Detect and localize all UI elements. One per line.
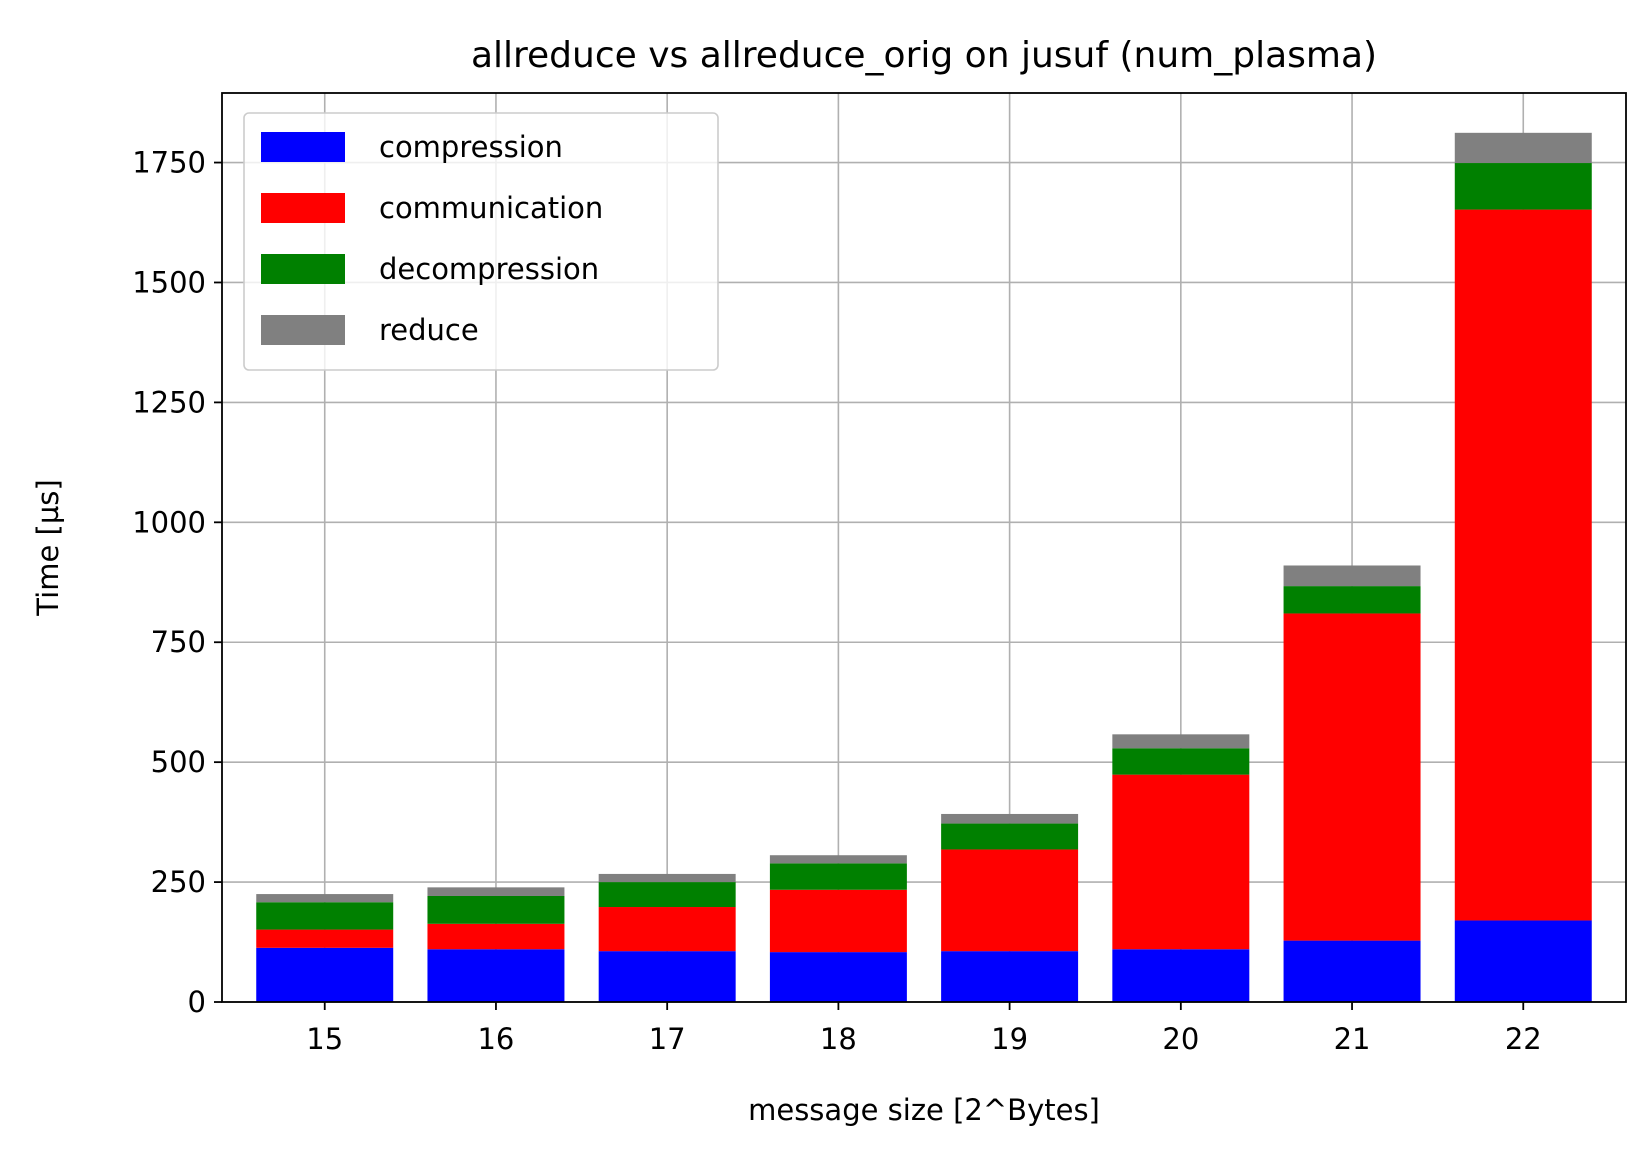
bar-decompression: [256, 902, 394, 930]
bar-compression: [1283, 940, 1421, 1002]
legend-swatch-compression: [261, 132, 345, 162]
bar-reduce: [1454, 132, 1592, 164]
bar-decompression: [598, 882, 736, 908]
bar-reduce: [427, 887, 565, 896]
bar-reduce: [598, 873, 736, 883]
y-tick-label: 1500: [132, 265, 206, 299]
bar-communication: [427, 923, 565, 950]
legend-swatch-reduce: [261, 315, 345, 345]
bar-compression: [427, 949, 565, 1002]
bar-decompression: [1283, 586, 1421, 614]
y-tick-label: 1750: [132, 146, 206, 180]
x-tick-label: 17: [649, 1022, 686, 1056]
bar-reduce: [1283, 565, 1421, 587]
legend-label-communication: communication: [379, 191, 603, 225]
legend-box: [243, 112, 719, 371]
bar-reduce: [769, 855, 907, 864]
legend-swatch-communication: [261, 193, 345, 223]
x-tick-label: 19: [991, 1022, 1028, 1056]
y-tick-label: 750: [151, 625, 206, 659]
bar-communication: [1283, 613, 1421, 941]
bar-decompression: [769, 863, 907, 890]
bar-compression: [1454, 920, 1592, 1002]
y-axis-label: Time [µs]: [31, 479, 65, 616]
legend-label-compression: compression: [379, 130, 563, 164]
legend: compression communication decompression red…: [243, 112, 719, 371]
y-tick-label: 1000: [132, 505, 206, 539]
bar-compression: [598, 951, 736, 1002]
bar-reduce: [1112, 734, 1250, 749]
bar-compression: [769, 952, 907, 1002]
bar-compression: [1112, 949, 1250, 1002]
bar-communication: [769, 889, 907, 953]
bar-communication: [598, 907, 736, 952]
plot-frame: [221, 92, 1627, 1003]
x-tick-label: 20: [1162, 1022, 1199, 1056]
x-tick-label: 21: [1334, 1022, 1371, 1056]
y-tick-label: 250: [151, 865, 206, 899]
chart-title: allreduce vs allreduce_orig on jusuf (nu…: [471, 35, 1377, 76]
x-tick-label: 22: [1505, 1022, 1542, 1056]
bar-decompression: [1112, 748, 1250, 775]
legend-label-reduce: reduce: [379, 313, 479, 347]
legend-swatch-decompression: [261, 254, 345, 284]
bar-communication: [1112, 774, 1250, 950]
bar-communication: [1454, 209, 1592, 921]
bar-communication: [941, 849, 1079, 952]
y-tick-label: 500: [151, 745, 206, 779]
legend-label-decompression: decompression: [379, 252, 599, 286]
y-tick-label: 1250: [132, 385, 206, 419]
bar-compression: [941, 951, 1079, 1002]
bar-communication: [256, 929, 394, 948]
bars: [256, 132, 1592, 1002]
bar-reduce: [941, 813, 1079, 824]
bar-reduce: [256, 894, 394, 903]
axis-ticks: 0 250 500 750 1000 1250 1500 1750 15 16 17 18 19 20 21…: [132, 146, 1542, 1056]
x-tick-label: 18: [820, 1022, 857, 1056]
bar-decompression: [1454, 163, 1592, 210]
x-axis-label: message size [2^Bytes]: [748, 1093, 1100, 1127]
y-tick-label: 0: [188, 985, 206, 1019]
bar-decompression: [427, 895, 565, 924]
bar-decompression: [941, 823, 1079, 850]
x-tick-label: 16: [477, 1022, 514, 1056]
x-tick-label: 15: [306, 1022, 343, 1056]
bar-compression: [256, 947, 394, 1002]
